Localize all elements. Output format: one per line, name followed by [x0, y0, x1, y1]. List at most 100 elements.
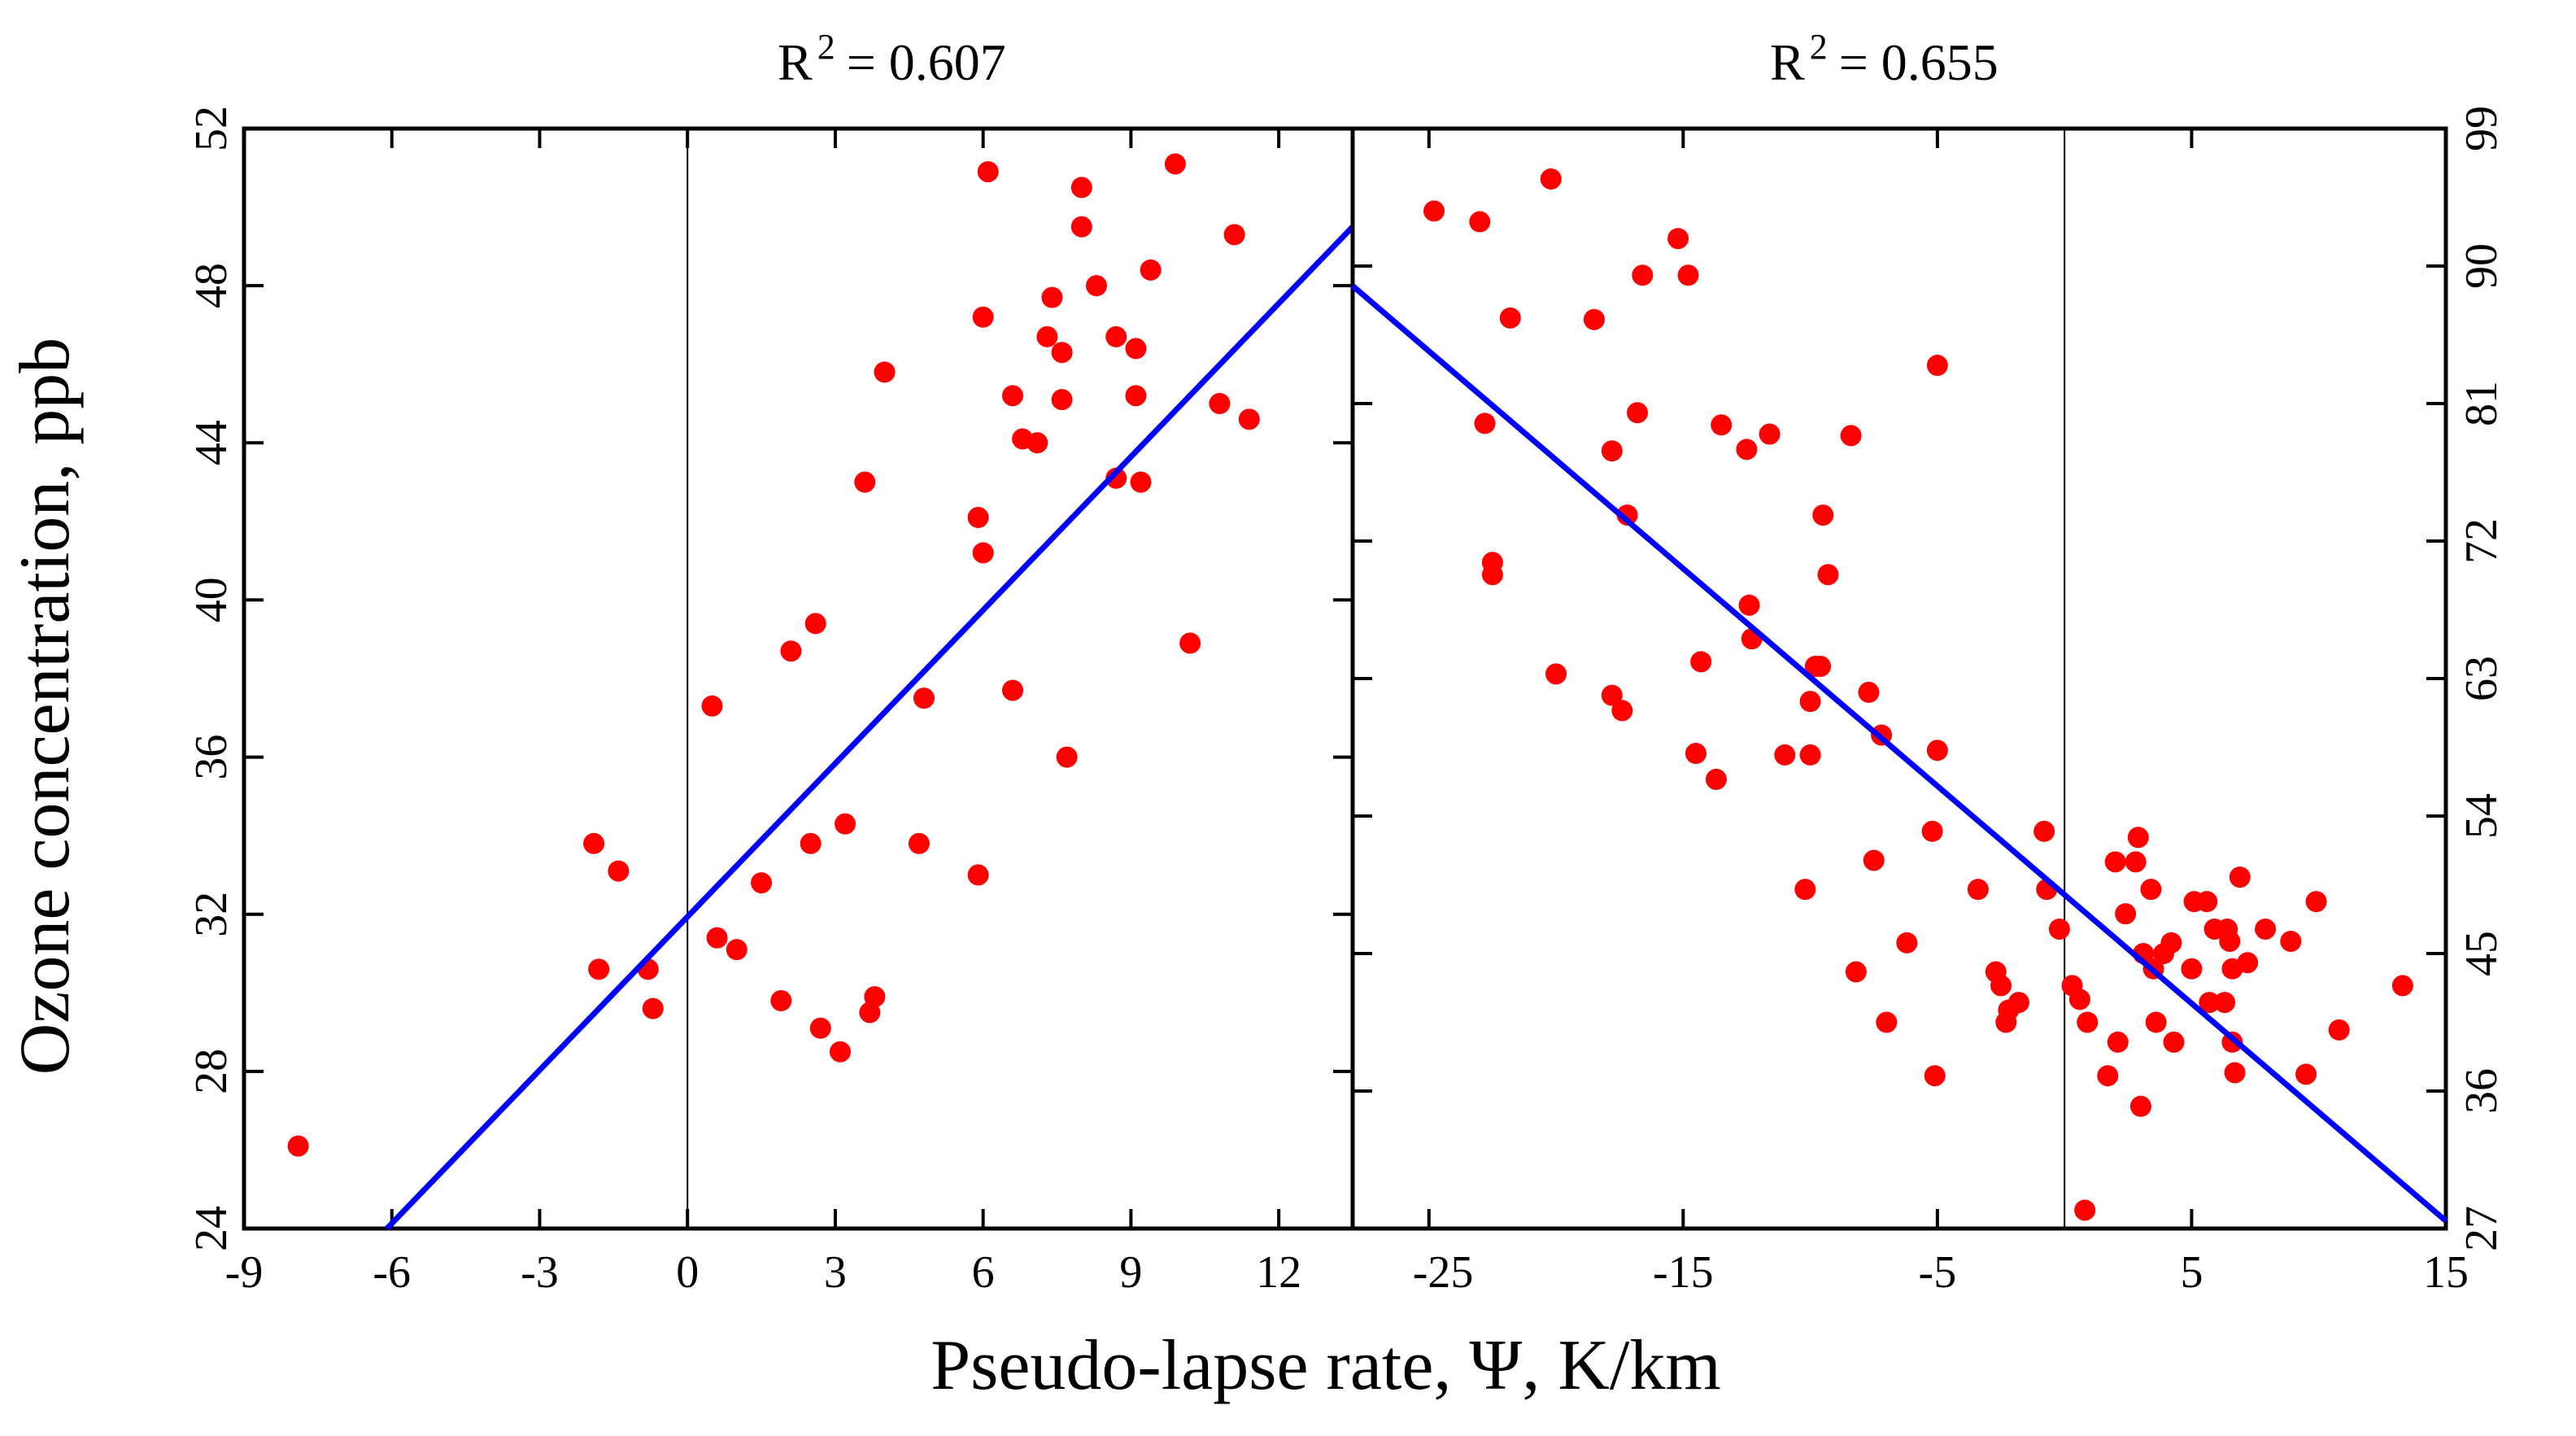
scatter-point	[1238, 408, 1260, 430]
scatter-point	[2140, 879, 2162, 901]
r-squared-exponent: 2	[817, 27, 835, 67]
scatter-point	[1474, 412, 1496, 434]
scatter-point	[1041, 286, 1063, 308]
scatter-point	[1705, 768, 1727, 790]
scatter-point	[967, 507, 989, 529]
scatter-point	[1130, 471, 1152, 493]
scatter-point	[972, 306, 994, 328]
scatter-point	[972, 542, 994, 564]
scatter-point	[1140, 259, 1162, 281]
y-tick-label: 52	[186, 106, 237, 151]
scatter-point	[2033, 820, 2055, 842]
scatter-point	[2295, 1063, 2317, 1085]
scatter-point	[1817, 564, 1839, 586]
scatter-point	[1685, 743, 1706, 765]
scatter-point	[2125, 851, 2147, 873]
r-squared-symbol: R	[1770, 33, 1805, 91]
scatter-point	[770, 989, 792, 1011]
y-tick-label: 99	[2456, 106, 2507, 151]
x-tick-label: 9	[1119, 1247, 1142, 1298]
y-tick-label: 81	[2456, 381, 2507, 426]
y-tick-label: 90	[2456, 243, 2507, 289]
scatter-point	[2237, 952, 2259, 974]
y-tick-label: 40	[186, 577, 237, 622]
scatter-point	[1774, 744, 1796, 766]
r-squared-value: = 0.607	[847, 33, 1006, 91]
scatter-point	[2391, 975, 2413, 997]
scatter-point	[2181, 958, 2203, 980]
scatter-point	[1677, 264, 1699, 286]
scatter-point	[1481, 564, 1503, 586]
scatter-point	[874, 361, 896, 383]
scatter-point	[1924, 1065, 1946, 1087]
x-tick-label: -9	[225, 1247, 264, 1298]
scatter-point	[1540, 168, 1562, 190]
scatter-point	[908, 832, 930, 854]
scatter-point	[1583, 308, 1605, 330]
scatter-point	[1926, 740, 1948, 762]
scatter-point	[1863, 849, 1885, 871]
x-tick-label: -6	[373, 1247, 411, 1298]
x-tick-label: 0	[676, 1247, 699, 1298]
scatter-point	[1026, 432, 1048, 454]
scatter-point	[1545, 663, 1567, 685]
x-tick-label: 15	[2423, 1247, 2469, 1298]
y-tick-label: 24	[186, 1206, 237, 1251]
scatter-point	[1799, 744, 1821, 766]
scatter-point	[2214, 992, 2236, 1014]
scatter-point	[1794, 879, 1816, 901]
scatter-point	[1896, 932, 1918, 954]
scatter-point	[1759, 423, 1781, 445]
scatter-point	[1002, 385, 1024, 407]
scatter-point	[1611, 700, 1633, 722]
x-tick-label: 6	[972, 1247, 995, 1298]
scatter-point	[1499, 307, 1521, 329]
scatter-point	[1876, 1011, 1898, 1033]
scatter-point	[1601, 684, 1623, 706]
scatter-point	[1627, 402, 1649, 424]
scatter-point	[1002, 679, 1024, 701]
scatter-point	[701, 695, 723, 717]
scatter-point	[1990, 975, 2012, 997]
scatter-point	[1845, 961, 1867, 983]
scatter-point	[2068, 989, 2090, 1010]
scatter-point	[1812, 504, 1834, 526]
scatter-point	[1179, 632, 1201, 654]
y-axis-label: Ozone concentration, ppb	[6, 338, 85, 1076]
scatter-point	[1051, 389, 1073, 411]
scatter-point	[1223, 224, 1245, 246]
scatter-point	[1070, 177, 1092, 199]
scatter-point	[2077, 1011, 2099, 1033]
y-tick-label: 36	[2456, 1068, 2507, 1114]
scatter-point	[2127, 827, 2149, 849]
y-tick-label: 27	[2456, 1206, 2507, 1251]
scatter-point	[967, 864, 989, 886]
scatter-point	[2199, 992, 2221, 1014]
scatter-point	[1423, 200, 1445, 222]
x-tick-label: 5	[2180, 1247, 2203, 1298]
scatter-point	[726, 939, 748, 961]
x-tick-label: -3	[521, 1247, 559, 1298]
scatter-point	[864, 986, 886, 1008]
scatter-point	[1125, 385, 1147, 407]
r-squared-value: = 0.655	[1839, 33, 1998, 91]
regression-line	[385, 225, 1355, 1231]
scatter-point	[1810, 655, 1832, 677]
y-tick-label: 32	[186, 892, 237, 937]
scatter-point	[2196, 891, 2218, 913]
scatter-point	[2129, 1095, 2151, 1117]
scatter-point	[1667, 228, 1689, 250]
scatter-point	[287, 1135, 309, 1157]
scatter-point	[588, 958, 610, 980]
plot-frame	[242, 126, 1355, 1231]
scatter-point	[800, 832, 822, 854]
scatter-point	[583, 832, 605, 854]
plot-frame	[1350, 126, 2448, 1231]
y-tick-label: 54	[2456, 793, 2507, 839]
scatter-point	[1926, 355, 1948, 377]
scatter-point	[1858, 681, 1880, 703]
scatter-point	[2160, 932, 2182, 954]
scatter-point	[1736, 439, 1758, 460]
